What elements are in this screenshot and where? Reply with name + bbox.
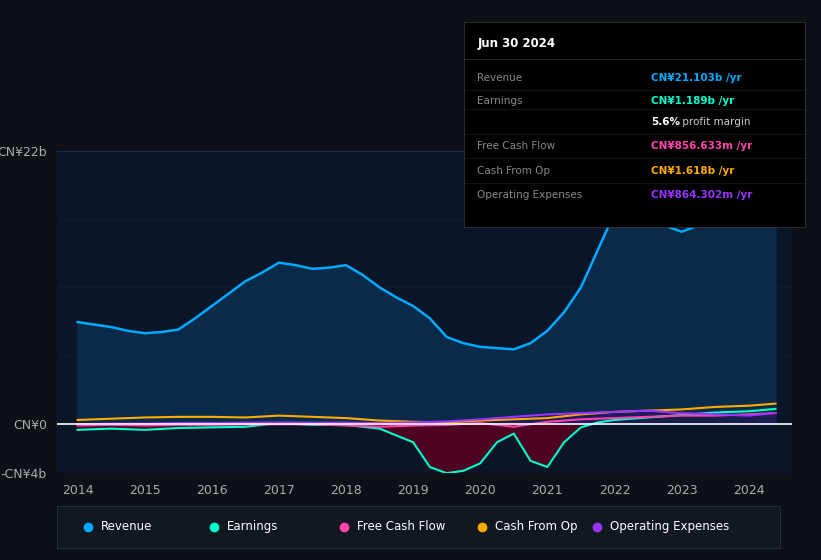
Text: Revenue: Revenue [101, 520, 152, 533]
Text: Jun 30 2024: Jun 30 2024 [478, 37, 556, 50]
Text: CN¥856.633m /yr: CN¥856.633m /yr [651, 141, 753, 151]
Text: CN¥864.302m /yr: CN¥864.302m /yr [651, 190, 753, 200]
Text: Cash From Op: Cash From Op [494, 520, 577, 533]
Text: Free Cash Flow: Free Cash Flow [478, 141, 556, 151]
Text: Operating Expenses: Operating Expenses [478, 190, 583, 200]
Text: CN¥21.103b /yr: CN¥21.103b /yr [651, 73, 742, 82]
Text: CN¥1.189b /yr: CN¥1.189b /yr [651, 96, 735, 106]
Text: profit margin: profit margin [678, 116, 750, 127]
Text: Cash From Op: Cash From Op [478, 166, 551, 176]
Text: Free Cash Flow: Free Cash Flow [357, 520, 446, 533]
Text: 5.6%: 5.6% [651, 116, 681, 127]
Text: CN¥1.618b /yr: CN¥1.618b /yr [651, 166, 735, 176]
Text: Revenue: Revenue [478, 73, 523, 82]
Text: Earnings: Earnings [227, 520, 278, 533]
Text: Earnings: Earnings [478, 96, 523, 106]
Text: Operating Expenses: Operating Expenses [610, 520, 729, 533]
